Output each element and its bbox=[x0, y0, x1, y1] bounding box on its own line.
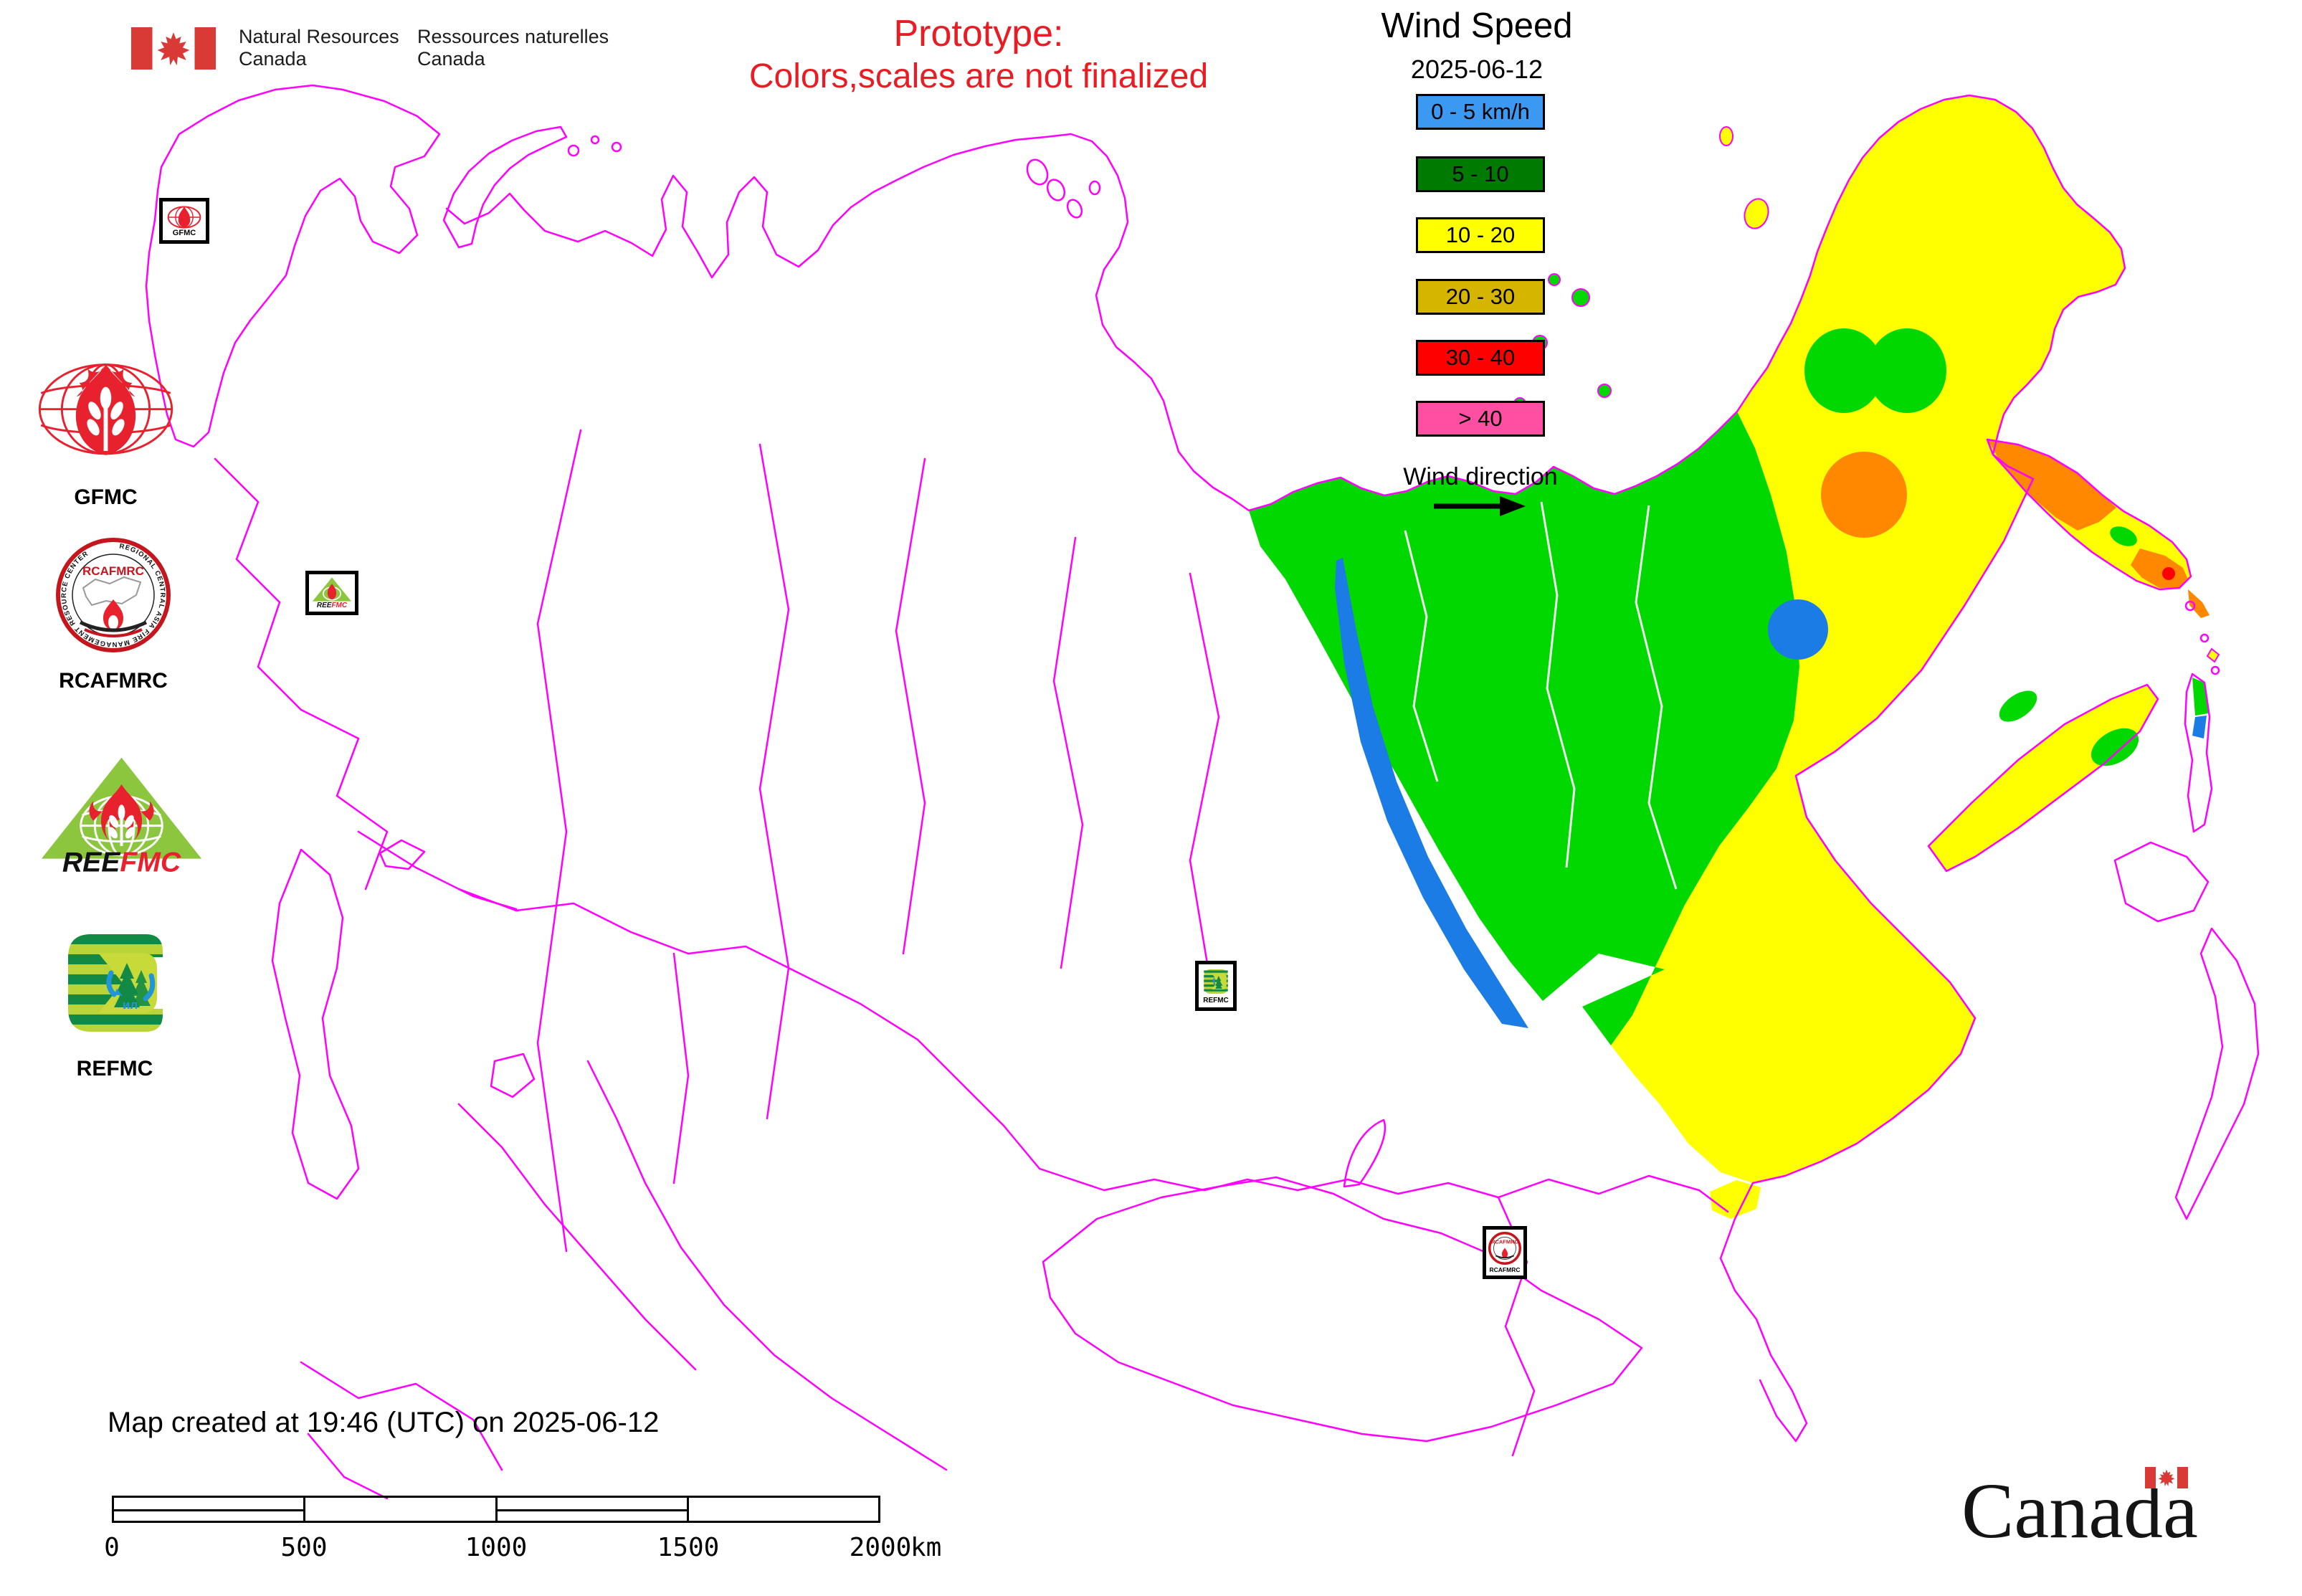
scale-bar bbox=[112, 1496, 880, 1523]
scale-segment bbox=[305, 1498, 498, 1521]
reefmc-wordmark-black: REE bbox=[62, 847, 121, 875]
wind-direction-arrow bbox=[1434, 496, 1526, 516]
refmc-caption: REFMC bbox=[76, 1057, 153, 1080]
scale-tick: 500 bbox=[280, 1533, 328, 1562]
gfmc-logo: GFMC bbox=[36, 355, 176, 510]
map-marker-rcafmrc: RCAFMRC RCAFMRC bbox=[1483, 1226, 1527, 1279]
reefmc-logo: REEFMC bbox=[37, 753, 206, 878]
reefmc-wordmark-red: FMC bbox=[120, 847, 181, 875]
legend-label: 20 - 30 bbox=[1445, 284, 1516, 309]
legend-item-0-5: 0 - 5 km/h bbox=[1416, 94, 1545, 130]
canada-wordmark: Canada bbox=[1961, 1467, 2198, 1550]
river-lines bbox=[1404, 501, 1678, 890]
legend-item-5-10: 5 - 10 bbox=[1416, 156, 1545, 192]
rcafmrc-acronym: RCAFMRC bbox=[82, 564, 144, 578]
legend-date: 2025-06-12 bbox=[1410, 54, 1544, 84]
map-created-text: Map created at 19:46 (UTC) on 2025-06-12 bbox=[108, 1407, 660, 1438]
map-marker-reefmc-label-black: REE bbox=[316, 602, 332, 609]
legend-label: 0 - 5 km/h bbox=[1431, 99, 1530, 124]
nrcan-name-en: Natural Resources Canada bbox=[239, 26, 399, 70]
scale-tick: 1500 bbox=[657, 1533, 720, 1562]
scale-segment bbox=[689, 1498, 878, 1521]
legend-label: > 40 bbox=[1458, 406, 1503, 431]
map-marker-rcafmrc-label: RCAFMRC bbox=[1489, 1266, 1521, 1274]
scale-unit: km bbox=[910, 1533, 942, 1562]
map-marker-gfmc: GFMC bbox=[159, 198, 209, 244]
wind-region-0-5 bbox=[1335, 558, 2207, 1028]
svg-text:RCAFMRC: RCAFMRC bbox=[1491, 1239, 1518, 1245]
map-marker-refmc-label: REFMC bbox=[1203, 996, 1229, 1004]
legend-label: 10 - 20 bbox=[1445, 222, 1516, 247]
rcafmrc-logo: REGIONAL CENTRAL ASIA FIRE MANAGEMENT RE… bbox=[56, 538, 171, 693]
legend-title: Wind Speed bbox=[1381, 6, 1573, 45]
canada-flag-icon bbox=[131, 27, 216, 70]
nrcan-signature: Natural Resources Canada Ressources natur… bbox=[104, 22, 749, 79]
scale-ticks: 0 500 1000 1500 2000 km bbox=[93, 1533, 968, 1562]
scale-tick: 2000 bbox=[849, 1533, 912, 1562]
wind-region-20-30 bbox=[1821, 440, 2210, 618]
scale-tick: 0 bbox=[104, 1533, 120, 1562]
canada-wordmark-flag-icon bbox=[2145, 1467, 2188, 1488]
legend-item-20-30: 20 - 30 bbox=[1416, 279, 1545, 315]
scale-segment bbox=[497, 1498, 689, 1521]
wind-region-30-40 bbox=[2162, 567, 2175, 580]
legend-label: 30 - 40 bbox=[1445, 345, 1516, 370]
wind-region-5-10 bbox=[1249, 273, 2208, 1045]
prototype-line1: Prototype: bbox=[893, 13, 1064, 54]
map-marker-refmc: REFMC bbox=[1195, 961, 1237, 1011]
gfmc-caption: GFMC bbox=[74, 485, 138, 509]
scale-segment bbox=[114, 1498, 306, 1521]
rcafmrc-caption: RCAFMRC bbox=[59, 669, 168, 693]
legend-item-30-40: 30 - 40 bbox=[1416, 340, 1545, 376]
prototype-notice: Prototype: Colors,scales are not finaliz… bbox=[645, 13, 1312, 99]
map-marker-reefmc: REEFMC bbox=[305, 571, 358, 615]
refmc-logo: ил REFMC bbox=[61, 928, 168, 1081]
refmc-inner-text: ил bbox=[123, 998, 138, 1012]
svg-text:REEFMC: REEFMC bbox=[62, 847, 181, 875]
map-marker-gfmc-label: GFMC bbox=[172, 228, 196, 237]
wind-direction-label: Wind direction bbox=[1403, 463, 1558, 490]
nrcan-name-fr: Ressources naturelles Canada bbox=[417, 26, 609, 70]
map-marker-reefmc-label-red: FMC bbox=[331, 602, 348, 609]
prototype-line2: Colors,scales are not finalized bbox=[748, 57, 1209, 95]
legend-item-40plus: > 40 bbox=[1416, 401, 1545, 437]
legend-item-10-20: 10 - 20 bbox=[1416, 217, 1545, 253]
scale-tick: 1000 bbox=[465, 1533, 528, 1562]
legend-label: 5 - 10 bbox=[1452, 161, 1509, 186]
